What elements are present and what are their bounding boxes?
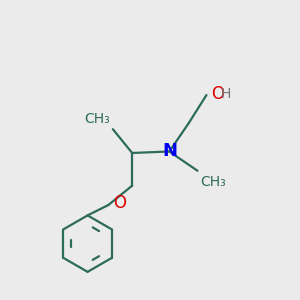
- Text: N: N: [162, 142, 177, 160]
- Text: H: H: [221, 86, 231, 100]
- Text: CH₃: CH₃: [84, 112, 110, 126]
- Text: CH₃: CH₃: [200, 175, 226, 189]
- Text: O: O: [211, 85, 224, 103]
- Text: O: O: [113, 194, 126, 212]
